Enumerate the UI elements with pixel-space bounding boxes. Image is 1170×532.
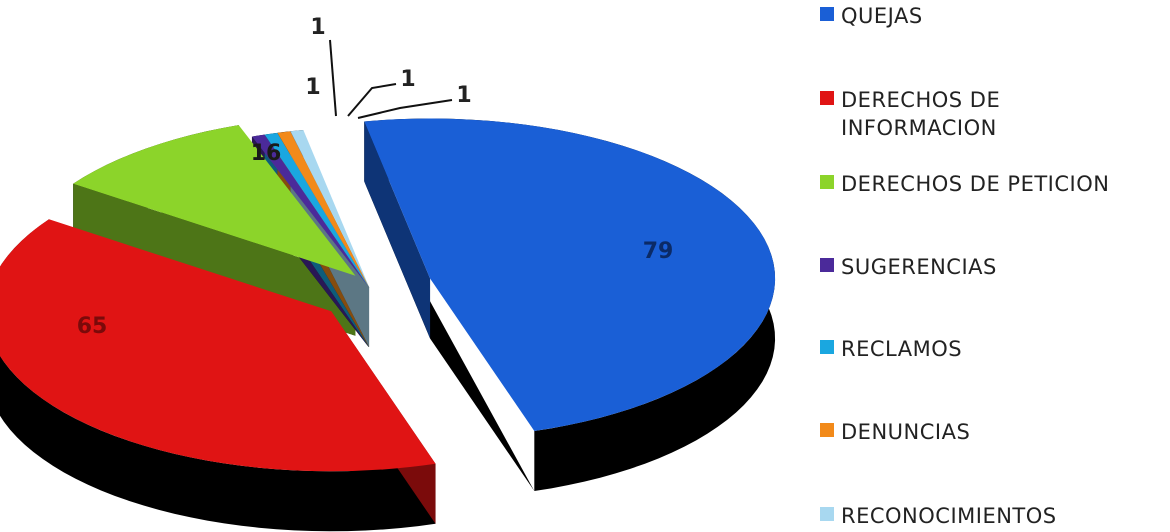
legend-item-derechos-de-peticion: DERECHOS DE PETICION xyxy=(820,170,1170,198)
legend-label-denuncias: DENUNCIAS xyxy=(841,420,971,444)
legend-item-derechos-de-informacion: DERECHOS DE INFORMACION xyxy=(820,86,1051,142)
slice-derechos-de-peticion xyxy=(73,125,356,276)
legend-label-derechos-de-peticion: DERECHOS DE PETICION xyxy=(841,172,1110,196)
legend-item-sugerencias: SUGERENCIAS xyxy=(820,253,1170,281)
pie-top-layer xyxy=(0,118,776,472)
slice-depth-derechos-de-informacion xyxy=(0,219,436,532)
legend-swatch-quejas xyxy=(820,7,834,21)
legend-item-reclamos: RECLAMOS xyxy=(820,335,1170,363)
leader-line-reconocimientos xyxy=(357,99,453,119)
legend-swatch-derechos-de-informacion xyxy=(820,91,834,105)
legend-swatch-sugerencias xyxy=(820,258,834,272)
legend-swatch-denuncias xyxy=(820,423,834,437)
data-label-quejas: 79 xyxy=(643,239,674,264)
legend-label-reclamos: RECLAMOS xyxy=(841,337,963,361)
slice-reconocimientos xyxy=(290,130,370,288)
data-label-sugerencias: 1 xyxy=(305,75,320,100)
leader-line-reclamos xyxy=(329,39,337,117)
legend-swatch-derechos-de-peticion xyxy=(820,175,834,189)
slice-sugerencias xyxy=(251,134,369,288)
legend-item-denuncias: DENUNCIAS xyxy=(820,418,1170,446)
data-label-derechos-de-informacion: 65 xyxy=(77,314,108,339)
legend-label-quejas: QUEJAS xyxy=(841,4,923,28)
data-label-reclamos: 1 xyxy=(310,15,325,40)
legend-label-derechos-de-informacion: DERECHOS DE INFORMACION xyxy=(841,88,1001,140)
slice-side-quejas xyxy=(364,121,431,339)
leader-line-denuncias xyxy=(347,83,397,117)
legend-item-quejas: QUEJAS xyxy=(820,2,1170,30)
slice-derechos-de-informacion xyxy=(0,219,436,472)
legend-item-reconocimientos: RECONOCIMIENTOS xyxy=(820,502,1170,530)
data-label-reconocimientos: 1 xyxy=(456,83,471,108)
legend-label-sugerencias: SUGERENCIAS xyxy=(841,255,997,279)
slice-denuncias xyxy=(277,131,370,288)
legend-swatch-reconocimientos xyxy=(820,507,834,521)
legend-swatch-reclamos xyxy=(820,340,834,354)
slice-quejas xyxy=(364,118,776,432)
legend: QUEJAS DERECHOS DE INFORMACION DERECHOS DE… xyxy=(820,0,1170,532)
data-label-derechos-de-peticion: 16 xyxy=(251,141,282,166)
data-label-denuncias: 1 xyxy=(400,67,415,92)
slice-reclamos xyxy=(264,132,369,288)
pie-plot-area: 79 65 16 1 1 1 1 xyxy=(0,15,776,532)
legend-label-reconocimientos: RECONOCIMIENTOS xyxy=(841,504,1057,528)
